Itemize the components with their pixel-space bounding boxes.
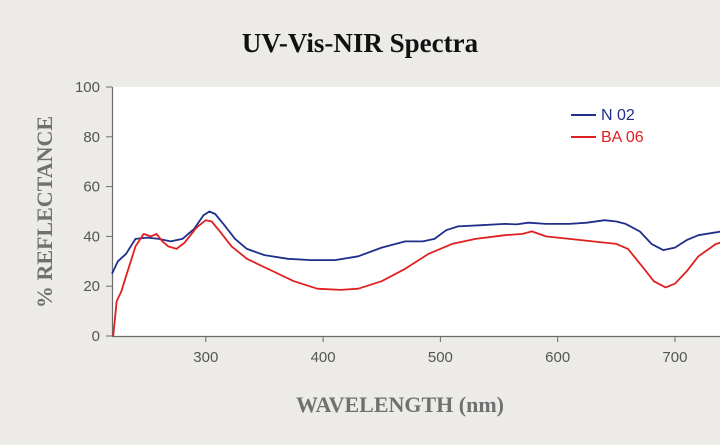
y-axis-title: % REFLECTANCE [32, 116, 57, 308]
series-line-ba-06 [112, 219, 720, 337]
x-tick-label: 300 [193, 349, 218, 366]
y-tick-label: 40 [83, 228, 100, 245]
x-tick-label: 700 [662, 349, 687, 366]
x-axis-ticks: 300400500600700800 [193, 336, 687, 366]
plot-area [112, 87, 720, 336]
y-tick-label: 60 [83, 179, 100, 196]
y-tick-label: 20 [83, 278, 100, 295]
x-tick-label: 600 [545, 349, 570, 366]
x-tick-label: 500 [428, 349, 453, 366]
legend-label: BA 06 [601, 129, 644, 146]
y-axis-ticks: 0 20 40 60 80 100 [75, 79, 112, 345]
y-tick-label: 80 [83, 129, 100, 146]
legend-label: N 02 [601, 107, 635, 124]
plot-frame [111, 87, 720, 338]
y-tick-label: 0 [92, 328, 100, 345]
x-tick-label: 400 [311, 349, 336, 366]
legend: N 02 BA 06 [571, 107, 644, 146]
chart-title: UV-Vis-NIR Spectra [242, 28, 479, 58]
y-tick-label: 100 [75, 79, 100, 96]
x-axis-title: WAVELENGTH (nm) [296, 392, 504, 417]
series-line-n-02 [111, 210, 720, 275]
series-layer [111, 210, 720, 337]
